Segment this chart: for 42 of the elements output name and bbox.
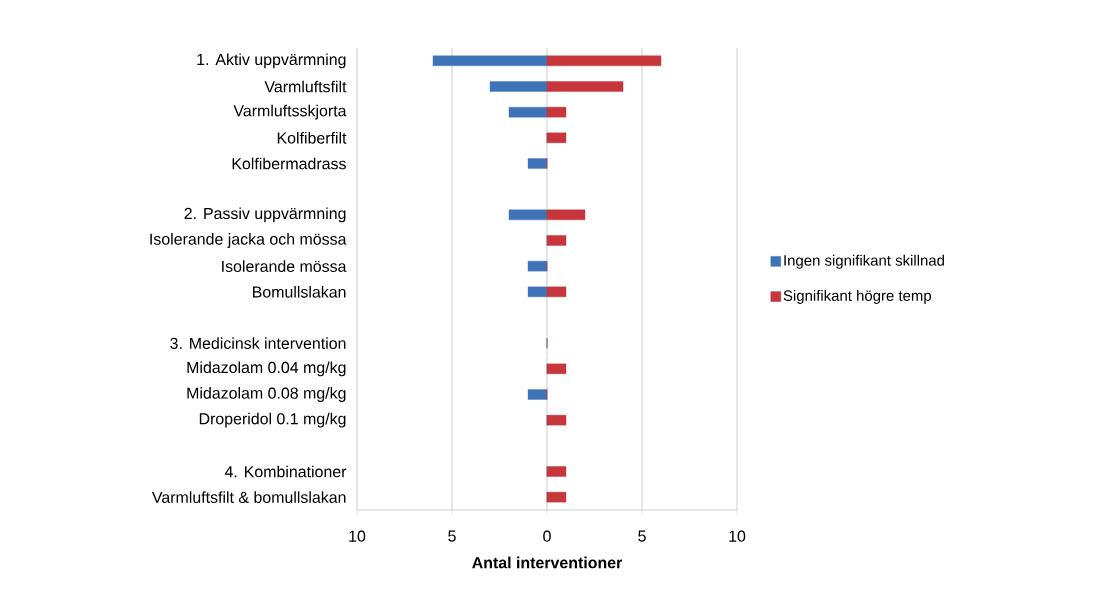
x-tick-label: 0 xyxy=(543,530,551,542)
bar xyxy=(527,286,548,298)
y-tick-label: Varmluftsskjorta xyxy=(233,104,347,120)
bar xyxy=(489,81,548,92)
bar xyxy=(527,260,548,272)
y-tick-label: Kolfibermadrass xyxy=(232,157,346,170)
bar xyxy=(508,106,548,118)
bar xyxy=(527,389,548,400)
bar xyxy=(546,414,567,426)
y-tick-label: Bomullslakan xyxy=(253,285,346,298)
y-tick-label: 1. Aktiv uppvärmning xyxy=(197,53,346,69)
y-tick-label: Varmluftsfilt & bomullslakan xyxy=(151,491,346,504)
y-tick-label: Isolerande jacka och mössa xyxy=(150,233,347,248)
x-tick-label: 5 xyxy=(448,530,456,542)
bar xyxy=(508,209,548,221)
bar xyxy=(546,132,567,144)
bar xyxy=(546,209,586,221)
legend-label: Signifikant högre temp xyxy=(783,289,932,304)
x-axis-title: Antal interventioner xyxy=(472,556,623,569)
y-tick-label: Droperidol 0.1 mg/kg xyxy=(199,412,346,428)
x-tick-label: 10 xyxy=(729,530,746,542)
bar xyxy=(546,106,567,118)
legend-label: Ingen signifikant skillnad xyxy=(784,254,944,269)
y-tick-label: Varmluftsfilt xyxy=(264,80,347,93)
bar xyxy=(546,491,567,503)
bar xyxy=(546,81,624,92)
y-tick-label: Isolerande mössa xyxy=(222,260,347,273)
x-tick-label: 5 xyxy=(638,530,646,542)
bar xyxy=(527,158,548,169)
bar xyxy=(546,286,567,298)
x-tick-label: 10 xyxy=(349,530,366,542)
y-tick-label: Midazolam 0.04 mg/kg xyxy=(187,361,346,377)
bar xyxy=(432,55,548,67)
bar xyxy=(546,466,567,477)
bar xyxy=(546,363,567,375)
y-tick-label: 2. Passiv uppvärmning xyxy=(184,207,346,223)
y-tick-label: 3. Medicinsk intervention xyxy=(170,337,346,350)
bar xyxy=(546,235,567,246)
bar xyxy=(546,55,662,67)
y-tick-label: Kolfiberfilt xyxy=(277,131,347,144)
y-tick-label: Midazolam 0.08 mg/kg xyxy=(187,387,346,402)
y-tick-label: 4. Kombinationer xyxy=(224,465,347,478)
